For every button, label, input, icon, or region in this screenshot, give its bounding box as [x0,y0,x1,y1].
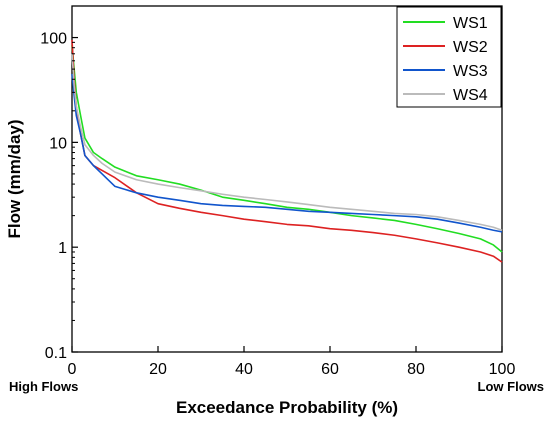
y-tick-label: 10 [49,135,67,152]
legend-label-ws2: WS2 [453,39,488,56]
series-line-ws4 [71,53,503,232]
y-axis: 0.1 1 10 100 [40,5,78,362]
legend-box [396,6,502,108]
low-flows-label: Low Flows [478,379,544,394]
x-tick-label: 20 [149,361,167,378]
high-flows-label: High Flows [9,379,78,394]
y-tick-label: 100 [40,31,67,48]
series-line-ws3 [71,73,503,233]
legend-label-ws4: WS4 [453,87,488,104]
series-line-ws1 [71,44,503,253]
x-tick-label: 40 [235,361,253,378]
legend-items: WS1 WS2 WS3 WS4 [403,15,488,104]
x-tick-label: 100 [489,361,516,378]
x-axis: 0 20 40 60 80 100 [68,346,516,378]
series-layer [71,39,503,263]
x-tick-label: 0 [68,361,77,378]
y-tick-label: 0.1 [45,345,67,362]
x-axis-title: Exceedance Probability (%) [176,398,398,417]
x-tick-label: 80 [407,361,425,378]
legend-label-ws3: WS3 [453,63,488,80]
y-tick-label: 1 [58,240,67,257]
legend-label-ws1: WS1 [453,15,488,32]
legend: WS1 WS2 WS3 WS4 [396,6,502,108]
y-axis-title: Flow (mm/day) [5,119,24,238]
plot-frame [71,5,503,353]
x-tick-label: 60 [321,361,339,378]
